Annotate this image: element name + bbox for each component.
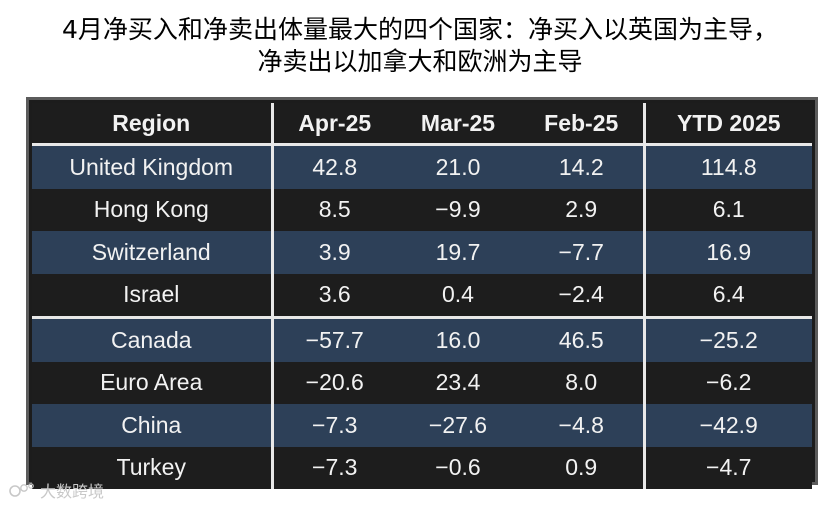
header-region: Region xyxy=(32,103,274,146)
header-mar: Mar-25 xyxy=(396,103,520,146)
header-ytd: YTD 2025 xyxy=(642,103,812,146)
cell-region: United Kingdom xyxy=(32,144,274,189)
cell-apr: 3.9 xyxy=(272,231,396,274)
cell-mar: 21.0 xyxy=(396,144,520,189)
cell-region: Canada xyxy=(32,316,274,362)
table-header-row: Region Apr-25 Mar-25 Feb-25 YTD 2025 xyxy=(32,103,812,146)
table-row: United Kingdom 42.8 21.0 14.2 114.8 xyxy=(32,144,812,189)
table-row: Canada −57.7 16.0 46.5 −25.2 xyxy=(32,316,812,362)
cell-ytd: −4.7 xyxy=(642,446,812,489)
cell-region: Turkey xyxy=(32,446,274,489)
cell-ytd: 16.9 xyxy=(642,231,812,274)
cell-mar: 0.4 xyxy=(396,273,520,318)
header-apr: Apr-25 xyxy=(272,103,396,146)
cell-apr: −7.3 xyxy=(272,446,396,489)
cell-region: Hong Kong xyxy=(32,188,274,231)
data-table-frame: Region Apr-25 Mar-25 Feb-25 YTD 2025 Uni… xyxy=(26,97,818,489)
cell-feb: 2.9 xyxy=(520,188,644,231)
cell-ytd: 114.8 xyxy=(642,144,812,189)
cell-mar: 19.7 xyxy=(396,231,520,274)
cell-mar: −27.6 xyxy=(396,404,520,447)
cell-ytd: 6.4 xyxy=(642,273,812,318)
cell-region: Switzerland xyxy=(32,231,274,274)
cell-ytd: −6.2 xyxy=(642,361,812,404)
watermark: 大数跨境 xyxy=(8,478,104,502)
cell-feb: −2.4 xyxy=(520,273,644,318)
cell-apr: 8.5 xyxy=(272,188,396,231)
table-row: Euro Area −20.6 23.4 8.0 −6.2 xyxy=(32,361,812,404)
cell-ytd: −25.2 xyxy=(642,316,812,362)
cell-feb: 46.5 xyxy=(520,316,644,362)
watermark-text: 大数跨境 xyxy=(40,482,105,501)
table-row: Israel 3.6 0.4 −2.4 6.4 xyxy=(32,273,812,318)
cell-apr: 3.6 xyxy=(272,273,396,318)
page-title: 4月净买入和净卖出体量最大的四个国家：净买入以英国为主导， 净卖出以加拿大和欧洲… xyxy=(0,14,840,78)
cell-region: Israel xyxy=(32,273,274,318)
cell-region: China xyxy=(32,404,274,447)
cell-feb: 8.0 xyxy=(520,361,644,404)
cell-apr: −7.3 xyxy=(272,404,396,447)
cell-mar: 23.4 xyxy=(396,361,520,404)
table-row: Switzerland 3.9 19.7 −7.7 16.9 xyxy=(32,231,812,274)
table-row: Turkey −7.3 −0.6 0.9 −4.7 xyxy=(32,446,812,489)
cell-mar: −0.6 xyxy=(396,446,520,489)
cell-apr: −20.6 xyxy=(272,361,396,404)
table-row: Hong Kong 8.5 −9.9 2.9 6.1 xyxy=(32,188,812,231)
brand-logo-icon xyxy=(9,483,34,497)
cell-apr: 42.8 xyxy=(272,144,396,189)
header-feb: Feb-25 xyxy=(520,103,644,146)
cell-region: Euro Area xyxy=(32,361,274,404)
cell-feb: −7.7 xyxy=(520,231,644,274)
table-row: China −7.3 −27.6 −4.8 −42.9 xyxy=(32,404,812,447)
title-line-2: 净卖出以加拿大和欧洲为主导 xyxy=(257,47,583,76)
title-line-1: 4月净买入和净卖出体量最大的四个国家：净买入以英国为主导， xyxy=(62,15,778,44)
cell-mar: −9.9 xyxy=(396,188,520,231)
cell-feb: −4.8 xyxy=(520,404,644,447)
cell-ytd: −42.9 xyxy=(642,404,812,447)
cell-apr: −57.7 xyxy=(272,316,396,362)
cell-feb: 0.9 xyxy=(520,446,644,489)
cell-feb: 14.2 xyxy=(520,144,644,189)
cell-ytd: 6.1 xyxy=(642,188,812,231)
cell-mar: 16.0 xyxy=(396,316,520,362)
flows-table: Region Apr-25 Mar-25 Feb-25 YTD 2025 Uni… xyxy=(32,103,812,489)
